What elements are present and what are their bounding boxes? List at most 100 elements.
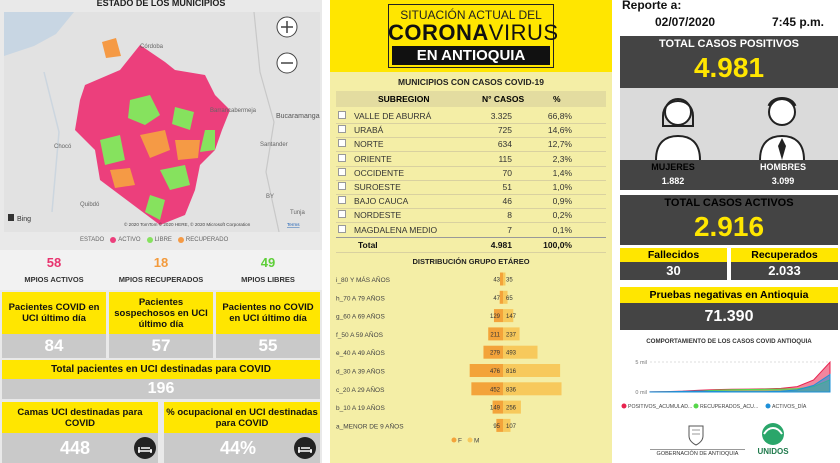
cell-cases: 8 bbox=[507, 210, 512, 221]
age-value-label: 129 bbox=[490, 314, 501, 320]
zoom-in[interactable] bbox=[276, 16, 298, 38]
expand-button[interactable] bbox=[338, 153, 346, 162]
active-title: TOTAL CASOS ACTIVOS bbox=[664, 197, 794, 209]
map: Córdoba Barrancabermeja Bucaramanga Choc… bbox=[4, 12, 320, 232]
y-tick-label: 5 mil bbox=[635, 360, 647, 366]
cell-percent: 0,9% bbox=[552, 196, 572, 207]
unidos-label: UNIDOS bbox=[757, 447, 789, 456]
header-virus: VIRUS bbox=[488, 20, 559, 45]
expand-button[interactable] bbox=[338, 139, 346, 148]
age-bar bbox=[499, 290, 503, 304]
age-label: e_40 A 49 AÑOS bbox=[336, 348, 385, 357]
recovered-value: 2.033 bbox=[731, 262, 838, 280]
header-line2: CORONAVIRUS bbox=[388, 21, 558, 45]
place-label: Quibdó bbox=[80, 202, 100, 208]
age-value-label: 65 bbox=[506, 296, 513, 302]
municipality-count: 49 bbox=[260, 255, 276, 270]
age-label: i_80 Y MÁS AÑOS bbox=[336, 275, 391, 284]
age-bar bbox=[503, 309, 514, 323]
age-value-label: 816 bbox=[506, 369, 517, 375]
negative-tests-value: 71.390 bbox=[620, 303, 838, 330]
beds-value: 448 bbox=[2, 433, 158, 463]
table-row: MAGDALENA MEDIO 7 0,1% bbox=[336, 223, 606, 238]
expand-button[interactable] bbox=[338, 224, 346, 233]
cell-cases: 7 bbox=[507, 224, 512, 235]
cell-percent: 14,6% bbox=[547, 125, 572, 136]
cell-cases: 51 bbox=[502, 182, 512, 192]
uci-card-value: 57 bbox=[109, 334, 213, 358]
expand-button[interactable] bbox=[338, 167, 346, 176]
sea bbox=[4, 12, 74, 56]
men-value: 3.099 bbox=[771, 176, 795, 186]
expand-button[interactable] bbox=[338, 111, 346, 119]
place-label: Barrancabermeja bbox=[210, 108, 257, 114]
age-value-label: 493 bbox=[506, 351, 517, 357]
terms-link[interactable]: Terms bbox=[287, 222, 300, 227]
expand-button[interactable] bbox=[338, 125, 346, 134]
woman-icon bbox=[655, 98, 701, 160]
municipality-label: MPIOS ACTIVOS bbox=[24, 275, 84, 284]
trend-chart: COMPORTAMIENTO DE LOS CASOS COVID ANTIOQ… bbox=[621, 338, 831, 410]
age-value-label: 35 bbox=[506, 278, 513, 284]
uci-total-label: Total pacientes en UCI destinadas para C… bbox=[2, 360, 320, 379]
cell-subregion: SUROESTE bbox=[354, 182, 401, 192]
report-label: Reporte a: bbox=[622, 0, 682, 12]
place-label: Bucaramanga bbox=[276, 113, 320, 120]
active-panel bbox=[620, 195, 838, 245]
bing-label: Bing bbox=[17, 216, 31, 223]
deaths-label: Fallecidos bbox=[620, 248, 727, 262]
expand-button[interactable] bbox=[338, 182, 346, 190]
region-recovered bbox=[110, 168, 135, 188]
region-recovered bbox=[175, 140, 200, 160]
zoom-out[interactable] bbox=[276, 52, 298, 74]
cell-subregion: BAJO CAUCA bbox=[354, 196, 409, 207]
cell-percent: 12,7% bbox=[547, 139, 572, 150]
table-row: SUROESTE 51 1,0% bbox=[336, 180, 606, 195]
age-label: d_30 A 39 AÑOS bbox=[336, 367, 385, 376]
table-row: NORDESTE 8 0,2% bbox=[336, 208, 606, 224]
cell-cases: 115 bbox=[498, 153, 512, 164]
age-label: b_10 A 19 AÑOS bbox=[336, 403, 385, 412]
municipality-count: 58 bbox=[46, 255, 62, 270]
legend-swatch bbox=[146, 237, 153, 243]
region-free bbox=[172, 107, 194, 130]
women-value: 1.882 bbox=[661, 176, 685, 186]
table-row: URABÁ 725 14,6% bbox=[336, 123, 606, 139]
positives-panel bbox=[620, 36, 838, 88]
cell-subregion: NORDESTE bbox=[354, 210, 402, 221]
gender-values-panel bbox=[620, 160, 838, 190]
region-free bbox=[128, 95, 160, 125]
age-label: f_50 A 59 AÑOS bbox=[336, 330, 384, 339]
age-bar bbox=[503, 327, 520, 341]
age-chart-title: DISTRIBUCIÓN GRUPO ETÁREO bbox=[412, 257, 529, 266]
gov-label: GOBERNACIÓN DE ANTIOQUIA bbox=[650, 449, 745, 457]
age-bar bbox=[493, 309, 503, 323]
cell-cases: 46 bbox=[502, 196, 512, 207]
age-legend-label: F bbox=[458, 438, 462, 445]
age-bar bbox=[471, 382, 503, 396]
age-bar bbox=[496, 418, 503, 432]
age-bar bbox=[499, 272, 503, 286]
uci-card-value: 55 bbox=[216, 334, 320, 358]
legend-label: LIBRE bbox=[154, 237, 172, 243]
age-chart: DISTRIBUCIÓN GRUPO ETÁREO i_80 Y MÁS AÑOS… bbox=[336, 257, 562, 445]
legend-swatch bbox=[110, 237, 117, 243]
expand-button[interactable] bbox=[338, 210, 346, 219]
cell-percent: 1,4% bbox=[552, 167, 572, 178]
cell-cases: 725 bbox=[497, 125, 512, 136]
age-value-label: 95 bbox=[493, 424, 500, 430]
age-bar bbox=[469, 364, 503, 377]
age-value-label: 237 bbox=[506, 332, 517, 338]
age-value-label: 279 bbox=[490, 351, 501, 357]
table-row: BAJO CAUCA 46 0,9% bbox=[336, 194, 606, 210]
age-value-label: 211 bbox=[490, 332, 500, 338]
y-tick-label: 0 mil bbox=[635, 390, 647, 396]
age-bar bbox=[503, 345, 538, 359]
age-value-label: 452 bbox=[490, 387, 501, 393]
cell-cases: 4.981 bbox=[490, 240, 512, 250]
expand-button[interactable] bbox=[338, 196, 346, 205]
legend-label: RECUPERADO bbox=[185, 237, 229, 243]
age-bar bbox=[503, 290, 508, 304]
bed-icon bbox=[134, 437, 156, 459]
